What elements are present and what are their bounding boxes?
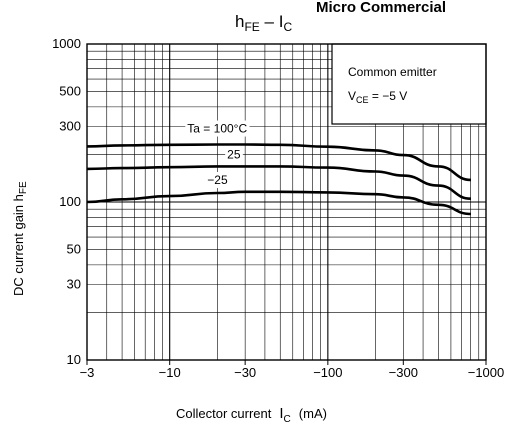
y-tick-label: 500 xyxy=(59,84,81,99)
x-tick-label: −1000 xyxy=(468,365,505,380)
brand-label: Micro Commercial xyxy=(316,0,446,16)
x-tick-labels: −3 −10 −30 −100 −300 −1000 xyxy=(80,360,505,380)
x-tick-label: −3 xyxy=(80,365,95,380)
x-tick-label: −300 xyxy=(389,365,418,380)
x-tick-label: −10 xyxy=(159,365,181,380)
series-label: Ta = 100°C xyxy=(187,122,247,136)
series-line xyxy=(86,165,471,200)
series-label-bg xyxy=(205,172,230,189)
x-tick-label: −30 xyxy=(234,365,256,380)
y-tick-label: 1000 xyxy=(52,36,81,51)
series-line xyxy=(86,143,471,182)
y-tick-label: 30 xyxy=(67,277,81,292)
chart-title: hFE – IC xyxy=(235,12,292,34)
y-axis-label-text: DC current gain xyxy=(11,205,26,296)
legend-line-1: Common emitter xyxy=(348,65,437,79)
title-main-sub: FE xyxy=(244,20,259,34)
y-axis-label: DC current gain hFE xyxy=(11,181,29,296)
x-axis-var-sub: C xyxy=(284,414,291,425)
x-axis-var: I xyxy=(279,405,283,422)
title-sep: – I xyxy=(260,12,284,31)
x-axis-label: Collector current IC (mA) xyxy=(176,405,327,425)
title-main: h xyxy=(235,12,244,31)
legend-line-2-sub: CE xyxy=(356,95,369,105)
y-tick-label: 50 xyxy=(67,242,81,257)
legend-line-2: VCE = −5 V xyxy=(348,89,407,105)
y-axis-var: h xyxy=(11,194,26,201)
series-label: 25 xyxy=(227,147,241,161)
legend-line-2-suffix: = −5 V xyxy=(369,89,408,103)
y-tick-labels: 10 30 50 100 300 500 1000 xyxy=(52,36,81,367)
series-group: Ta = 100°C 25 −25 xyxy=(86,120,471,216)
legend-line-2-prefix: V xyxy=(348,89,356,103)
series-line xyxy=(86,190,471,216)
x-tick-label: −100 xyxy=(313,365,342,380)
series-label: −25 xyxy=(207,173,228,187)
y-tick-label: 300 xyxy=(59,119,81,134)
y-tick-label: 100 xyxy=(59,194,81,209)
x-axis-label-text: Collector current xyxy=(176,406,272,421)
y-axis-var-sub: FE xyxy=(18,181,29,194)
legend-box-frame xyxy=(331,43,487,125)
series-label-bg xyxy=(225,146,243,163)
series-label-bg xyxy=(185,120,250,137)
x-axis-unit: (mA) xyxy=(299,406,327,421)
y-tick-label: 10 xyxy=(67,352,81,367)
legend-box: Common emitter VCE = −5 V xyxy=(331,43,487,125)
title-tail-sub: C xyxy=(283,20,292,34)
